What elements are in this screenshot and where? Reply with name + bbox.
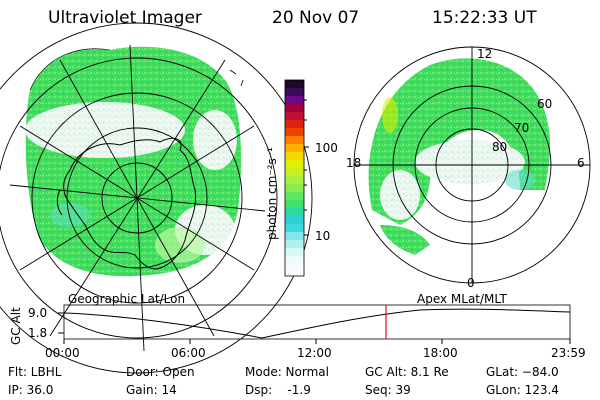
right-panel-caption: Apex MLat/MLT (417, 292, 507, 306)
timeline-xtick-1200: 12:00 (297, 346, 332, 360)
glat-info: GLat: −84.0 (486, 365, 559, 379)
date-label: 20 Nov 07 (272, 8, 360, 28)
timeline-ytick-1_8: 1.8 (28, 326, 48, 340)
filter-info: Flt: LBHL (8, 365, 62, 379)
timeline-xtick-0600: 06:00 (171, 346, 206, 360)
left-panel-caption: Geographic Lat/Lon (68, 292, 186, 306)
mlt-label-6: 6 (577, 156, 585, 170)
time-label: 15:22:33 UT (432, 8, 537, 28)
seq-info: Seq: 39 (365, 383, 411, 397)
colorbar-unit-label: photon cm⁻²s⁻¹ (265, 147, 279, 240)
gain-info: Gain: 14 (126, 383, 177, 397)
orbit-timeline (58, 304, 571, 344)
timeline-xtick-0000: 00:00 (45, 346, 80, 360)
door-info: Door: Open (126, 365, 195, 379)
coastline (56, 137, 197, 270)
timeline-xtick-2359: 23:59 (551, 346, 586, 360)
right-magnetic-grid (353, 46, 591, 284)
coast-fragment (229, 69, 244, 87)
left-geographic-grid (0, 22, 313, 374)
colorbar (284, 79, 309, 277)
left-aurora-image (25, 46, 242, 277)
mlt-label-0: 0 (467, 276, 475, 290)
timeline-xtick-1800: 18:00 (423, 346, 458, 360)
colorbar-tick-10: 10 (315, 229, 331, 243)
gc-alt-info: GC Alt: 8.1 Re (365, 365, 449, 379)
colorbar-tick-100: 100 (315, 141, 338, 155)
mlat-label-60: 60 (537, 97, 553, 111)
timeline-ylabel: GC Alt (9, 307, 23, 345)
right-aurora-image (368, 58, 550, 255)
mlat-label-70: 70 (514, 121, 530, 135)
mlt-label-12: 12 (477, 47, 493, 61)
altitude-curve (63, 308, 571, 339)
mode-info: Mode: Normal (245, 365, 329, 379)
mlat-label-80: 80 (492, 140, 508, 154)
glon-info: GLon: 123.4 (486, 383, 559, 397)
ip-info: IP: 36.0 (8, 383, 54, 397)
mlt-label-18: 18 (346, 156, 362, 170)
instrument-title: Ultraviolet Imager (48, 8, 202, 28)
dsp-info: Dsp: -1.9 (245, 383, 311, 397)
timeline-ytick-9: 9.0 (28, 306, 48, 320)
